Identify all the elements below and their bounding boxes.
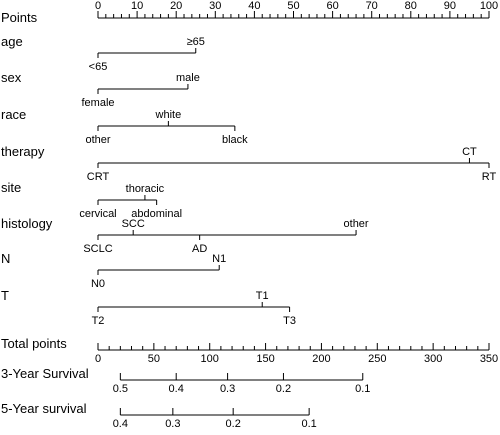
total-tick-label: 150 <box>256 353 274 365</box>
variable-label-race: race <box>1 107 26 122</box>
level-label: male <box>176 72 200 84</box>
level-label: AD <box>192 243 207 255</box>
total-tick-label: 300 <box>424 353 442 365</box>
total-tick-label: 250 <box>368 353 386 365</box>
survival-tick-label: 0.1 <box>301 418 316 430</box>
survival-tick-label: 0.1 <box>355 383 370 395</box>
points-tick-label: 80 <box>405 0 417 12</box>
level-label: SCC <box>122 218 145 230</box>
level-label: CT <box>462 146 477 158</box>
variable-label-n: N <box>1 251 10 266</box>
variable-label-therapy: therapy <box>1 144 45 159</box>
level-label: female <box>81 97 114 109</box>
level-label: abdominal <box>131 208 182 220</box>
survival-tick-label: 0.4 <box>169 383 184 395</box>
level-label: other <box>344 218 369 230</box>
level-label: cervical <box>79 208 116 220</box>
total-tick-label: 350 <box>480 353 498 365</box>
points-tick-label: 100 <box>480 0 498 12</box>
survival-scale-label: 5-Year survival <box>1 401 87 416</box>
survival-tick-label: 0.2 <box>276 383 291 395</box>
level-label: CRT <box>87 171 110 183</box>
level-label: T2 <box>92 315 105 327</box>
variable-label-site: site <box>1 180 21 195</box>
level-label: <65 <box>89 61 108 73</box>
variable-label-sex: sex <box>1 70 22 85</box>
total-tick-label: 50 <box>148 353 160 365</box>
points-tick-label: 40 <box>248 0 260 12</box>
points-tick-label: 20 <box>170 0 182 12</box>
variable-label-t: T <box>1 288 9 303</box>
survival-scale-label: 3-Year Survival <box>1 366 89 381</box>
level-label: N0 <box>91 278 105 290</box>
survival-tick-label: 0.2 <box>226 418 241 430</box>
total-points-label: Total points <box>1 336 67 351</box>
points-label: Points <box>1 10 38 25</box>
variable-label-age: age <box>1 34 23 49</box>
level-label: black <box>222 134 248 146</box>
points-tick-label: 70 <box>366 0 378 12</box>
total-tick-label: 0 <box>95 353 101 365</box>
points-tick-label: 10 <box>131 0 143 12</box>
level-label: white <box>155 109 182 121</box>
points-tick-label: 50 <box>287 0 299 12</box>
level-label: other <box>85 134 110 146</box>
total-tick-label: 200 <box>312 353 330 365</box>
survival-tick-label: 0.5 <box>113 383 128 395</box>
level-label: N1 <box>212 253 226 265</box>
survival-tick-label: 0.3 <box>165 418 180 430</box>
points-tick-label: 90 <box>444 0 456 12</box>
points-tick-label: 0 <box>95 0 101 12</box>
level-label: ≥65 <box>187 36 205 48</box>
variable-label-histology: histology <box>1 216 53 231</box>
points-tick-label: 60 <box>326 0 338 12</box>
level-label: thoracic <box>126 183 165 195</box>
points-tick-label: 30 <box>209 0 221 12</box>
survival-tick-label: 0.3 <box>220 383 235 395</box>
survival-tick-label: 0.4 <box>113 418 128 430</box>
level-label: T3 <box>283 315 296 327</box>
total-tick-label: 100 <box>201 353 219 365</box>
level-label: T1 <box>256 290 269 302</box>
level-label: RT <box>482 171 497 183</box>
level-label: SCLC <box>83 243 112 255</box>
